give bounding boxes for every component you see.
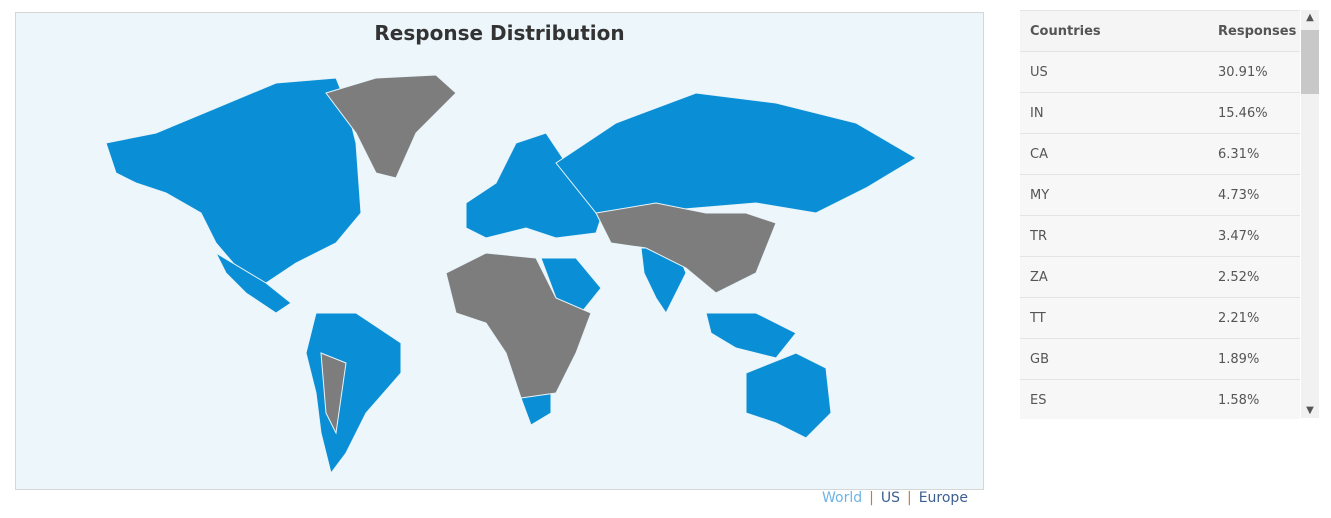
region-australia [745, 352, 832, 439]
link-us[interactable]: US [880, 490, 900, 506]
response-percent: 3.47% [1218, 228, 1260, 244]
country-code: TR [1030, 228, 1047, 244]
country-code: US [1030, 64, 1048, 80]
country-code: TT [1030, 310, 1046, 326]
country-code: ES [1030, 392, 1047, 408]
table-row[interactable]: GB 1.89% [1020, 339, 1300, 380]
separator: | [906, 490, 912, 506]
response-percent: 6.31% [1218, 146, 1260, 162]
region-russia [555, 92, 917, 214]
link-world[interactable]: World [822, 490, 863, 506]
header-countries[interactable]: Countries [1030, 23, 1101, 39]
response-percent: 1.89% [1218, 351, 1260, 367]
chevron-up-icon[interactable]: ▲ [1306, 12, 1314, 23]
world-map[interactable]: Response Distribution [15, 12, 984, 490]
region-southeast-asia [705, 312, 797, 359]
region-africa [445, 252, 592, 399]
table-row[interactable]: US 30.91% [1020, 52, 1300, 93]
region-south-america [305, 312, 402, 475]
responses-table: Countries Responses US 30.91% IN 15.46% CA 6.… [1020, 10, 1300, 419]
country-code: CA [1030, 146, 1048, 162]
response-percent: 15.46% [1218, 105, 1268, 121]
header-responses[interactable]: Responses [1218, 23, 1297, 39]
table-row[interactable]: TT 2.21% [1020, 298, 1300, 339]
region-north-america [105, 77, 362, 284]
table-row[interactable]: MY 4.73% [1020, 175, 1300, 216]
region-middle-east [540, 257, 602, 314]
response-percent: 1.58% [1218, 392, 1260, 408]
map-view-links: World | US | Europe [822, 490, 968, 506]
table-row[interactable]: CA 6.31% [1020, 134, 1300, 175]
country-code: ZA [1030, 269, 1048, 285]
link-europe[interactable]: Europe [918, 490, 968, 506]
region-central-asia [595, 202, 777, 294]
country-code: IN [1030, 105, 1044, 121]
table-row[interactable]: TR 3.47% [1020, 216, 1300, 257]
map-shapes [105, 74, 917, 475]
table-row[interactable]: ZA 2.52% [1020, 257, 1300, 298]
response-percent: 2.21% [1218, 310, 1260, 326]
map-title: Response Distribution [374, 21, 625, 45]
table-header: Countries Responses [1020, 11, 1300, 52]
response-percent: 30.91% [1218, 64, 1268, 80]
country-code: GB [1030, 351, 1049, 367]
table-row[interactable]: ES 1.58% [1020, 380, 1300, 419]
region-andes [320, 352, 347, 435]
country-code: MY [1030, 187, 1050, 203]
scrollbar-thumb[interactable] [1301, 30, 1319, 94]
chevron-down-icon[interactable]: ▼ [1306, 405, 1314, 416]
table-row[interactable]: IN 15.46% [1020, 93, 1300, 134]
region-mexico [214, 251, 292, 314]
scrollbar[interactable]: ▲ ▼ [1301, 10, 1319, 418]
region-greenland [325, 74, 457, 179]
response-percent: 2.52% [1218, 269, 1260, 285]
separator: | [869, 490, 874, 506]
response-percent: 4.73% [1218, 187, 1260, 203]
